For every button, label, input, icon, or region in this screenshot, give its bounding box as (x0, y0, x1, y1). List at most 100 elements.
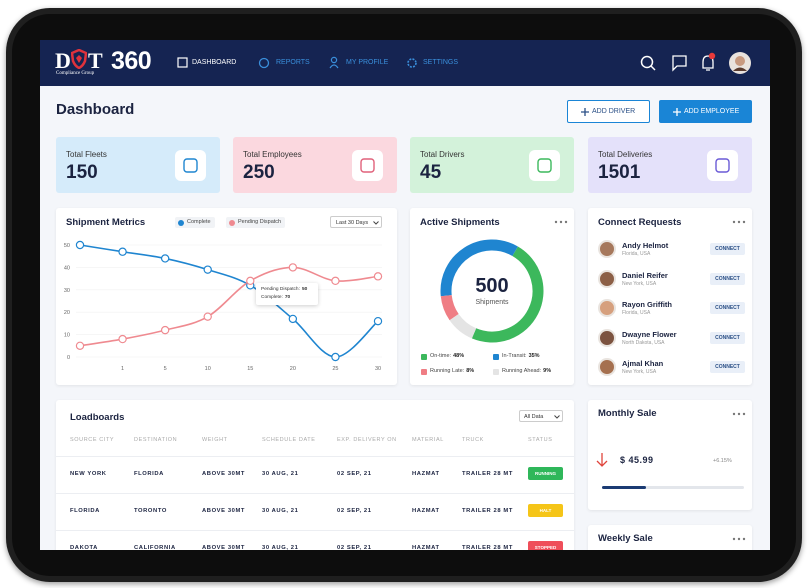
range-select[interactable]: Last 30 Days (330, 216, 382, 228)
legend-label: Pending Dispatch (238, 219, 282, 225)
weekly-sale-card: Weekly Sale (588, 525, 752, 550)
filter-select-label: All Data (524, 413, 544, 420)
legend-item: Complete (175, 217, 215, 228)
data-point (118, 334, 127, 344)
sale-change: +6.15% (713, 458, 732, 464)
data-point (203, 312, 212, 321)
connect-button-label: CONNECT (715, 364, 740, 370)
connect-button[interactable]: CONNECT (710, 331, 745, 344)
legend-item: Pending Dispatch (226, 217, 286, 228)
user-avatar[interactable] (729, 52, 751, 74)
table-cell: FLORIDA (70, 508, 100, 514)
stat-icon-shape (537, 158, 552, 173)
data-point (288, 263, 298, 272)
brand-letter: D (55, 48, 71, 73)
card-menu[interactable] (732, 536, 746, 542)
column-header: STATUS (528, 437, 553, 443)
connect-button[interactable]: CONNECT (710, 243, 745, 255)
tooltip-row: Pending Dispatch: 50 (261, 287, 307, 292)
card-title: Active Shipments (420, 217, 500, 228)
data-point (331, 276, 340, 286)
progress-fill (602, 486, 646, 489)
nav-item[interactable]: SETTINGS (423, 59, 459, 66)
search-icon[interactable] (640, 55, 654, 69)
column-header: EXP. DELIVERY ON (337, 437, 397, 443)
nav-item[interactable]: REPORTS (276, 59, 310, 66)
legend-value: 48% (453, 353, 465, 359)
x-tick-label: 15 (247, 366, 253, 372)
chat-icon[interactable] (672, 55, 687, 72)
menu-dot (737, 412, 741, 416)
table-cell: CALIFORNIA (134, 545, 176, 550)
data-point (118, 247, 127, 256)
brand-shield (71, 49, 87, 69)
data-point (203, 265, 212, 274)
data-point (160, 325, 170, 335)
connect-button-label: CONNECT (715, 275, 740, 282)
bell-icon[interactable] (702, 55, 714, 71)
table-cell: HAZMAT (412, 545, 440, 550)
stat-value: 45 (420, 162, 442, 183)
menu-dot (737, 537, 741, 541)
tooltip-value: 50 (301, 287, 308, 292)
table-cell: DAKOTA (70, 545, 98, 550)
x-tick-label: 10 (205, 366, 211, 372)
stat-icon-graphic (360, 158, 375, 173)
page-title: Dashboard (56, 101, 135, 118)
header-button[interactable]: ADD EMPLOYEE (659, 100, 752, 123)
card-title: Connect Requests (598, 217, 682, 228)
filter-select[interactable]: All Data (519, 410, 563, 422)
user-avatar-body (733, 67, 747, 71)
stat-label: Total Fleets (66, 150, 107, 159)
status-badge: RUNNING (528, 467, 563, 480)
table-cell: TRAILER 28 MT (462, 471, 513, 477)
status-label: HALT (539, 508, 552, 513)
card-title: Loadboards (70, 412, 125, 423)
status-label: STOPPED (534, 545, 557, 550)
connect-button[interactable]: CONNECT (710, 361, 745, 373)
person-avatar (598, 328, 616, 347)
table-cell: 30 AUG, 21 (262, 508, 299, 514)
menu-dot (737, 220, 741, 224)
y-tick-label: 30 (64, 288, 70, 294)
data-point (75, 341, 85, 350)
connect-button-label: CONNECT (715, 334, 740, 341)
person-location: New York, USA (622, 280, 657, 287)
table-cell: ABOVE 30MT (202, 508, 246, 514)
chevron-path (554, 415, 560, 419)
search-icon-handle (650, 65, 656, 71)
sale-graphics (596, 453, 744, 489)
table-cell: HAZMAT (412, 508, 440, 514)
person-location: Florida, USA (622, 310, 651, 316)
table-cell: TRAILER 28 MT (462, 545, 513, 550)
status-label: RUNNING (535, 471, 556, 476)
legend-label: Complete (187, 219, 211, 225)
stat-card: Total Deliveries 1501 (588, 137, 752, 193)
menu-dot (732, 220, 736, 224)
monthly-sale-card: Monthly Sale $ 45.99 +6.15% (588, 400, 752, 510)
legend-label: On-time: (430, 353, 452, 359)
stat-card: Total Drivers 45 (410, 137, 574, 193)
x-tick-label: 5 (164, 366, 167, 372)
table-cell: HAZMAT (412, 471, 440, 477)
table-cell: NEW YORK (70, 471, 107, 477)
stat-icon-graphic (183, 158, 198, 173)
y-tick-label: 20 (64, 310, 70, 316)
connect-button[interactable]: CONNECT (710, 272, 745, 285)
tablet-frame: D T Compliance Group 360 DASHBOARD REPORTS MY … (6, 8, 802, 582)
card-menu[interactable] (732, 219, 746, 225)
card-menu[interactable] (554, 219, 568, 225)
nav-item[interactable]: DASHBOARD (192, 59, 237, 66)
stat-icon (352, 150, 383, 181)
tooltip-label: Complete: (261, 295, 283, 300)
connect-button[interactable]: CONNECT (710, 302, 745, 314)
menu-dot (732, 412, 736, 416)
card-menu[interactable] (732, 411, 746, 417)
nav-item[interactable]: MY PROFILE (346, 59, 389, 66)
person-name: Dwayne Flower (622, 329, 677, 339)
header-button[interactable]: ADD DRIVER (567, 100, 650, 123)
stat-icon (529, 150, 560, 181)
person-avatar (598, 240, 616, 258)
card-title: Weekly Sale (598, 533, 653, 544)
tooltip-value: 70 (284, 295, 291, 300)
